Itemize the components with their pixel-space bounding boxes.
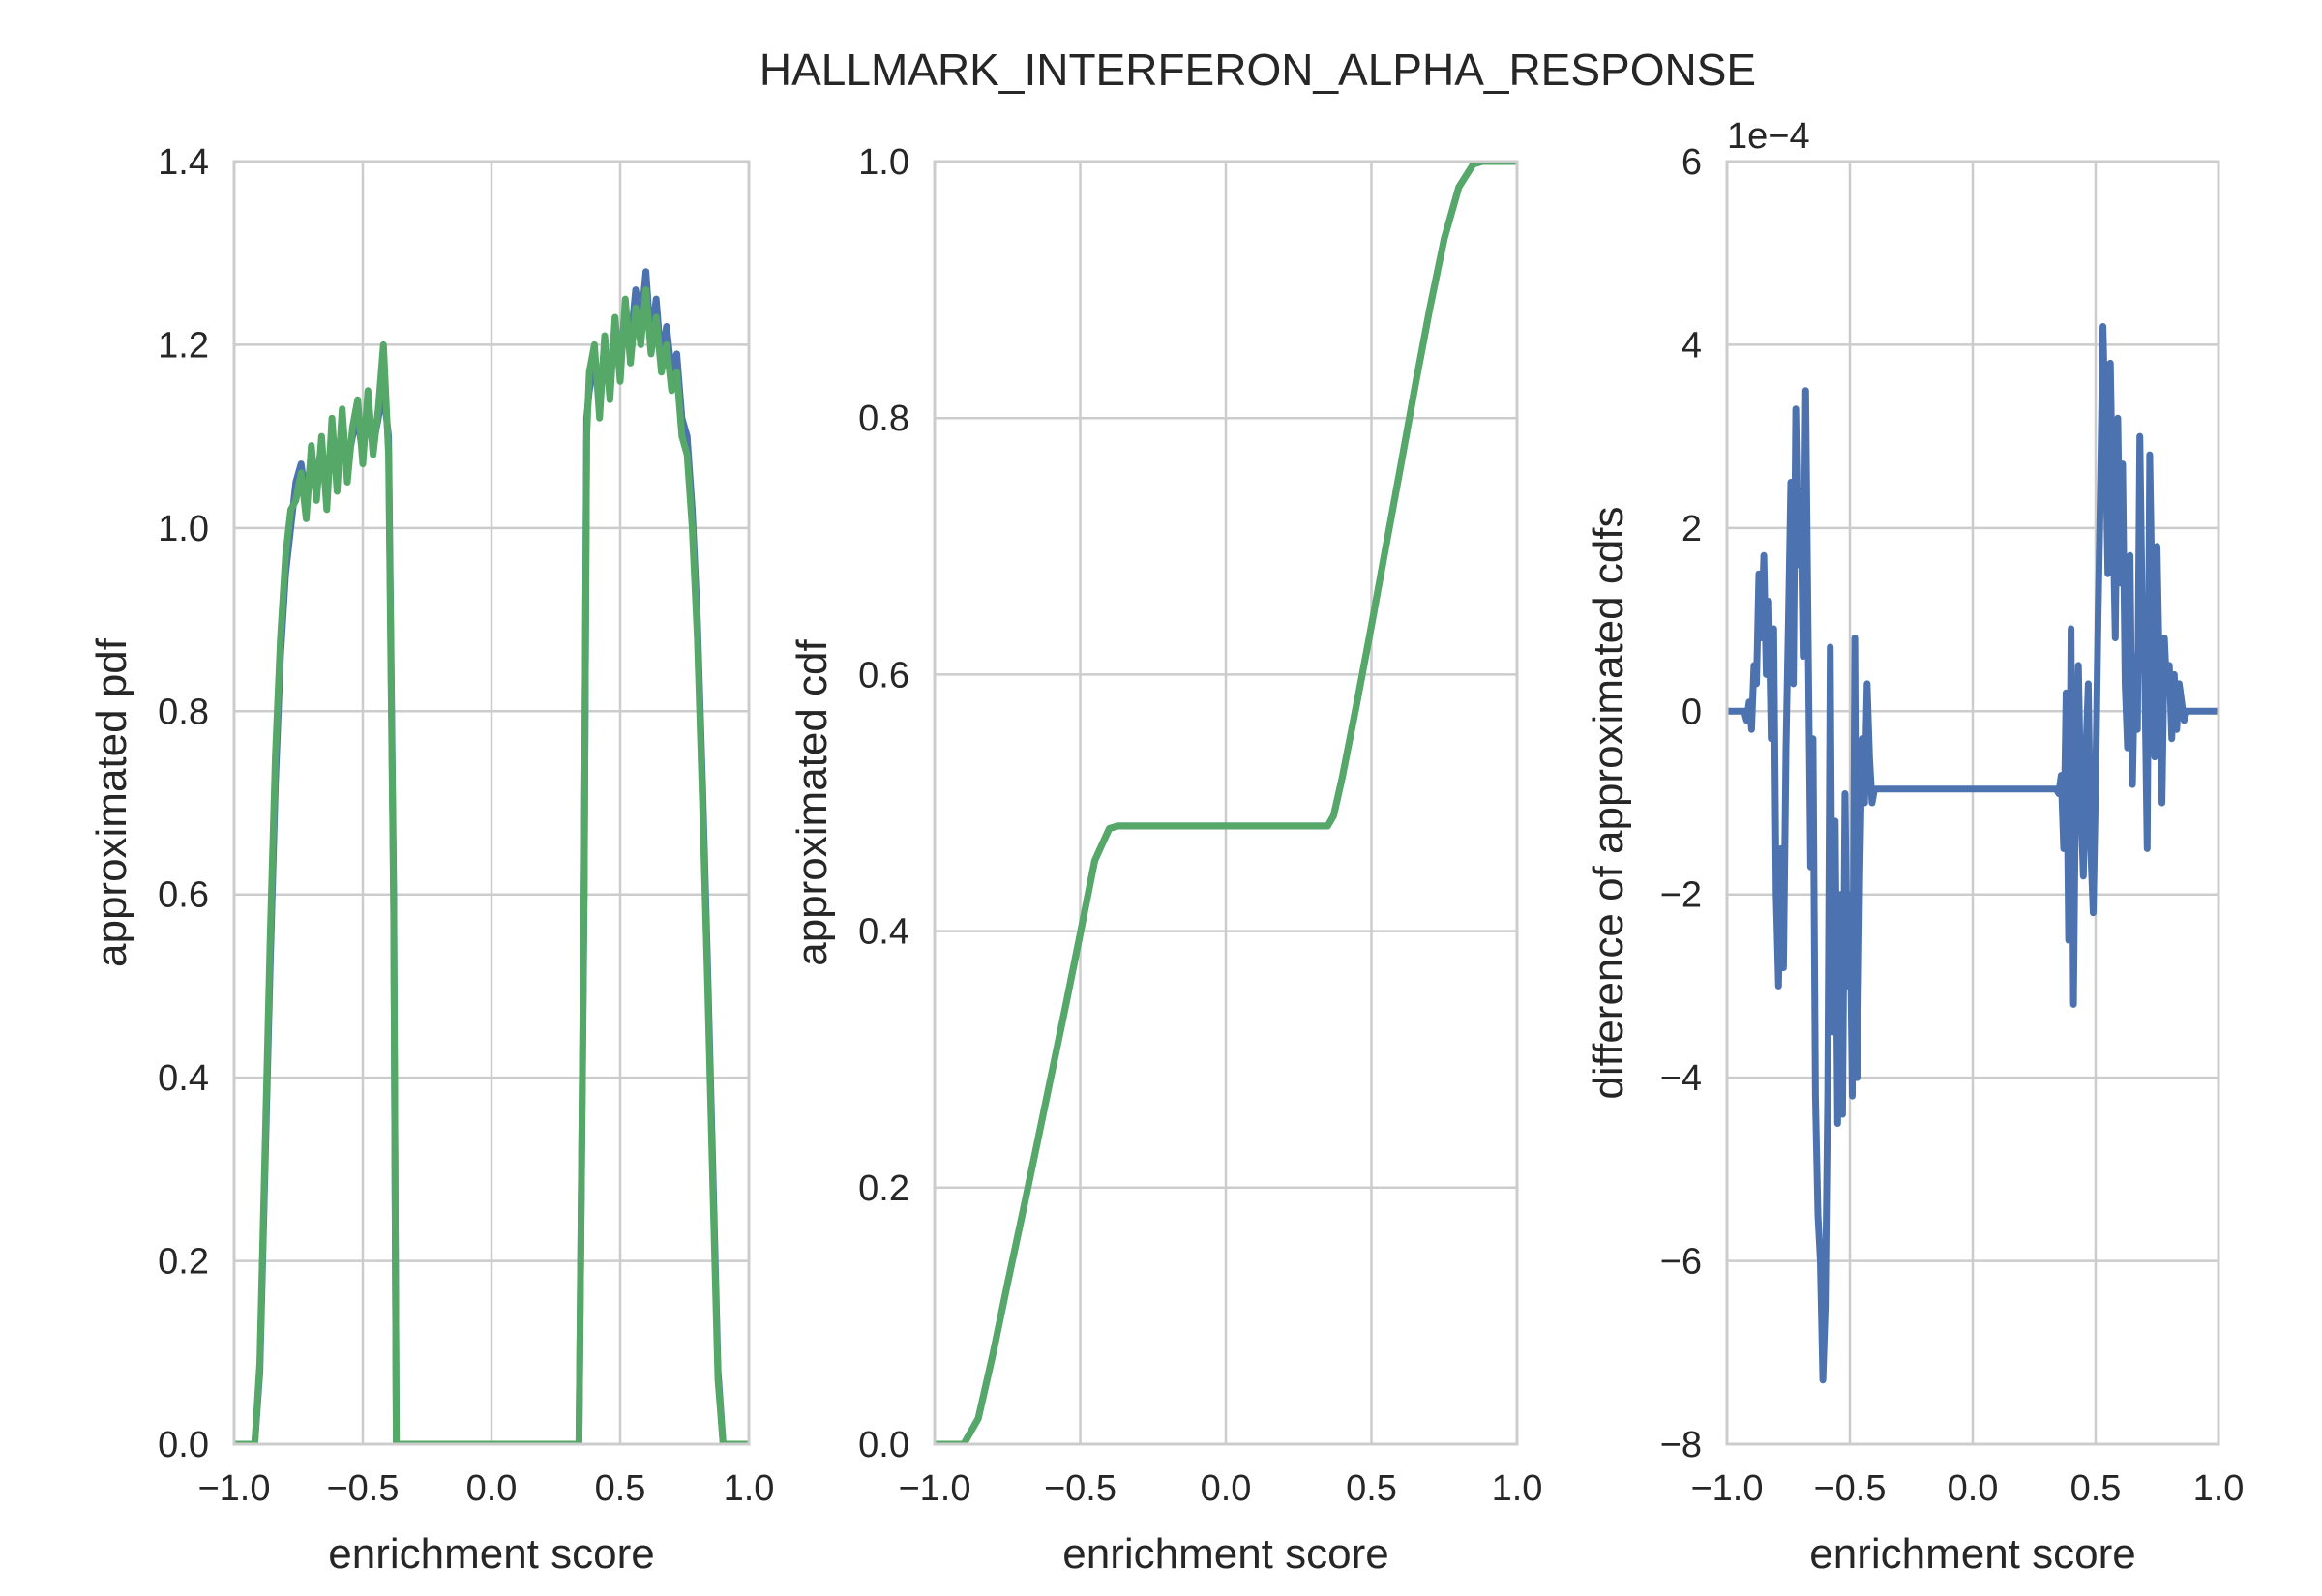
panel-2: −1.0 −0.5 0.0 0.5 1.0 0.0 0.2 0.4 0.6 0.8 1.0 enric… xyxy=(789,142,1542,1578)
y-tick-label: 0 xyxy=(1682,692,1702,732)
y-tick-label: −6 xyxy=(1660,1242,1702,1283)
x-tick-label: 1.0 xyxy=(2193,1468,2245,1509)
y-tick-label: 0.0 xyxy=(158,1425,209,1465)
panel-1: −1.0 −0.5 0.0 0.5 1.0 0.0 0.2 0.4 0.6 0.8 1.0 1.2 1.… xyxy=(88,142,774,1578)
axes-frame xyxy=(1725,160,2220,1446)
x-tick-label: −1.0 xyxy=(197,1468,270,1509)
x-tick-label: 1.0 xyxy=(724,1468,775,1509)
x-tick-label: 0.5 xyxy=(1346,1468,1397,1509)
y-tick-label: 0.2 xyxy=(158,1242,209,1283)
y-axis-label: approximated pdf xyxy=(88,637,135,967)
axes-frame xyxy=(933,160,1519,1446)
y-tick-label: −8 xyxy=(1660,1425,1702,1465)
y-tick-label: 1.0 xyxy=(858,142,909,183)
x-axis-label: enrichment score xyxy=(1062,1530,1388,1578)
x-axis-label: enrichment score xyxy=(328,1530,654,1578)
x-tick-label: −1.0 xyxy=(898,1468,970,1509)
y-tick-label: 1.0 xyxy=(158,509,209,549)
figure-title: HALLMARK_INTERFERON_ALPHA_RESPONSE xyxy=(759,44,1756,95)
y-tick-label: −2 xyxy=(1660,875,1702,916)
axis-offset-label: 1e−4 xyxy=(1727,116,1810,157)
y-tick-label: 2 xyxy=(1682,509,1702,549)
y-axis-label: approximated cdf xyxy=(789,638,836,965)
x-tick-label: 0.0 xyxy=(1201,1468,1252,1509)
y-tick-label: 4 xyxy=(1682,325,1702,366)
x-tick-label: −0.5 xyxy=(1044,1468,1116,1509)
y-tick-label: 0.0 xyxy=(858,1425,909,1465)
x-tick-label: 1.0 xyxy=(1492,1468,1543,1509)
y-tick-label: 6 xyxy=(1682,142,1702,183)
y-axis-label: difference of approximated cdfs xyxy=(1585,506,1632,1099)
y-tick-label: 1.2 xyxy=(158,325,209,366)
x-tick-label: −0.5 xyxy=(1813,1468,1886,1509)
y-tick-label: 0.8 xyxy=(858,399,909,439)
y-tick-label: 0.8 xyxy=(158,692,209,732)
panel-3: −1.0 −0.5 0.0 0.5 1.0 −8 −6 −4 −2 0 2 4 6 enrichment … xyxy=(1585,116,2244,1578)
x-axis-label: enrichment score xyxy=(1809,1530,2135,1578)
y-tick-label: −4 xyxy=(1660,1058,1702,1099)
x-tick-label: 0.5 xyxy=(595,1468,646,1509)
series-line-1 xyxy=(1727,323,2218,1384)
x-tick-label: 0.5 xyxy=(2070,1468,2122,1509)
series-line-2 xyxy=(935,162,1517,1444)
y-tick-label: 0.4 xyxy=(158,1058,209,1099)
y-tick-label: 0.6 xyxy=(158,875,209,916)
series-line-2 xyxy=(234,286,749,1444)
y-tick-label: 0.6 xyxy=(858,655,909,695)
x-tick-label: −1.0 xyxy=(1690,1468,1763,1509)
y-tick-label: 1.4 xyxy=(158,142,209,183)
x-tick-label: −0.5 xyxy=(326,1468,399,1509)
y-tick-label: 0.4 xyxy=(858,912,909,953)
axes-frame xyxy=(232,160,751,1446)
x-tick-label: 0.0 xyxy=(1948,1468,1999,1509)
x-tick-label: 0.0 xyxy=(466,1468,518,1509)
y-tick-label: 0.2 xyxy=(858,1168,909,1209)
